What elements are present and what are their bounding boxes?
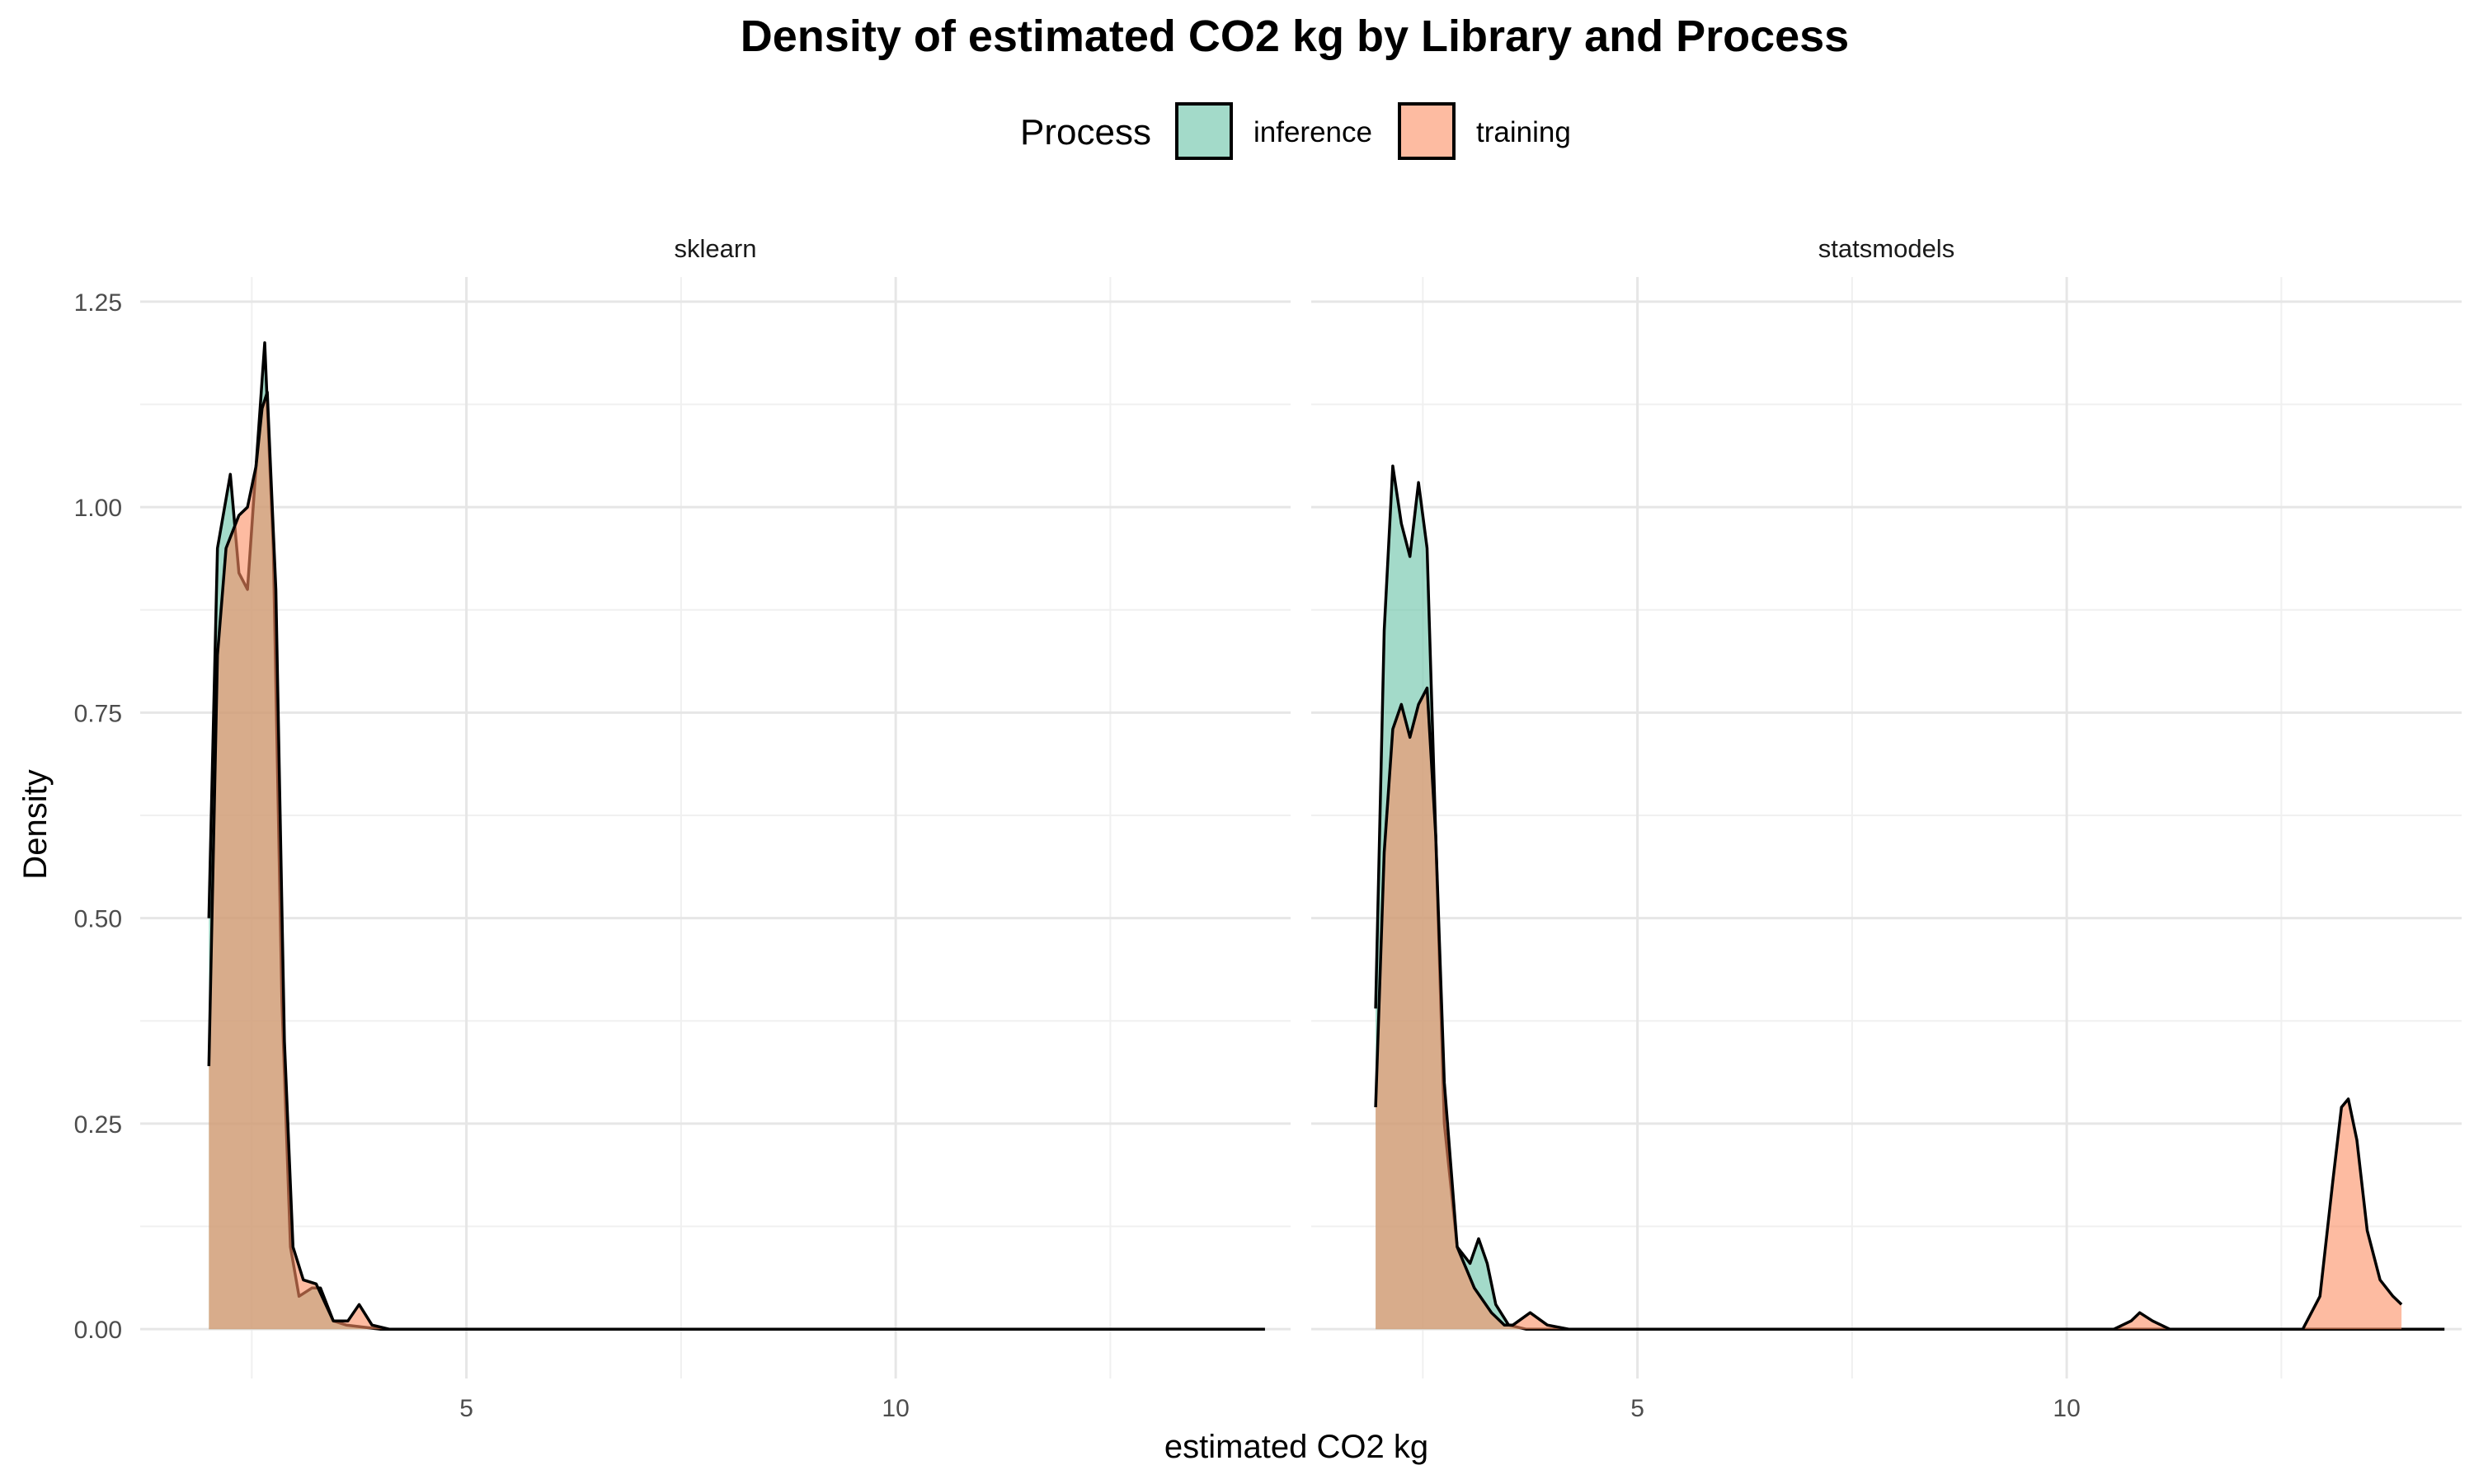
density-area-inference [209, 342, 1265, 1330]
density-line-inference [1374, 464, 2445, 1331]
legend-key-inference [1175, 102, 1233, 160]
y-tick-label: 0.25 [74, 1111, 122, 1139]
density-line-training [1374, 686, 2403, 1331]
y-tick-label: 1.00 [74, 495, 122, 522]
density-line-training [207, 390, 1265, 1331]
y-tick-label: 0.50 [74, 906, 122, 933]
y-tick-label: 1.25 [74, 289, 122, 317]
facet-panels: sklearn 5 10 statsmodels 5 10 [140, 234, 2462, 1422]
x-tick-label: 10 [882, 1395, 909, 1422]
x-axis-title: estimated CO2 kg [1164, 1429, 1428, 1465]
panel-label-sklearn: sklearn [675, 234, 757, 263]
legend-label-training: training [1476, 116, 1571, 148]
y-tick-label: 0.00 [74, 1317, 122, 1344]
density-line-inference [207, 341, 1265, 1331]
y-axis-title: Density [17, 769, 54, 879]
y-axis: 0.00 0.25 0.50 0.75 1.00 1.25 [74, 289, 122, 1344]
legend-label-inference: inference [1253, 116, 1372, 148]
legend: Process inference training [1020, 102, 1571, 160]
x-tick-label: 10 [2053, 1395, 2080, 1422]
density-area-training [1376, 688, 2402, 1330]
x-tick-label: 5 [1630, 1395, 1644, 1422]
panel-statsmodels: statsmodels 5 10 [1311, 234, 2462, 1422]
x-tick-label: 5 [459, 1395, 473, 1422]
chart-title: Density of estimated CO2 kg by Library a… [741, 12, 1849, 61]
density-area-inference [1376, 466, 2445, 1330]
density-area-training [209, 392, 1265, 1330]
legend-key-training [1398, 102, 1456, 160]
legend-title: Process [1020, 112, 1151, 153]
panel-label-statsmodels: statsmodels [1818, 234, 1954, 263]
y-tick-label: 0.75 [74, 700, 122, 727]
panel-sklearn: sklearn 5 10 [140, 234, 1291, 1422]
